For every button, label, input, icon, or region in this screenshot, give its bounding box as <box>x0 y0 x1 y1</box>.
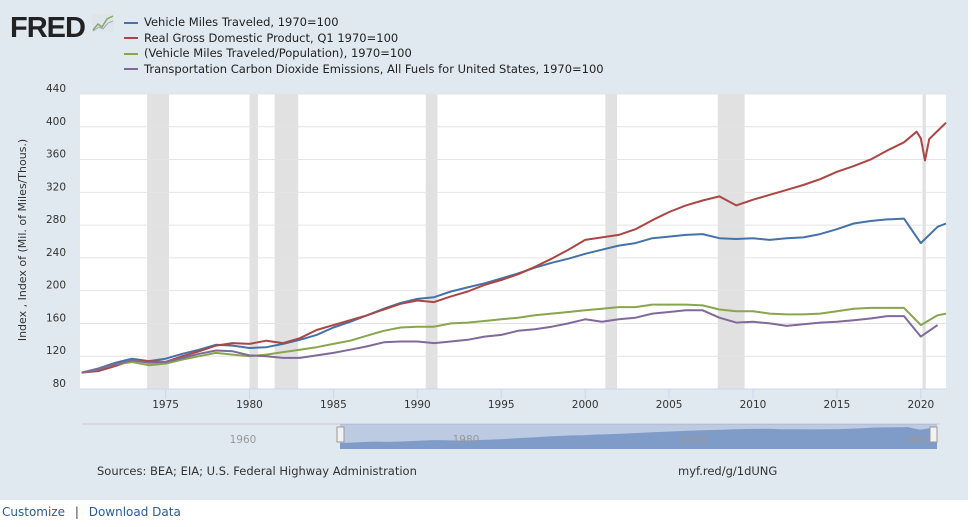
recession-bar <box>425 94 438 389</box>
legend-swatch <box>124 52 138 55</box>
download-data-link[interactable]: Download Data <box>88 505 181 519</box>
x-tick-label: 2000 <box>572 399 599 411</box>
navigator-handle[interactable] <box>336 426 345 443</box>
customize-link[interactable]: Customize <box>2 505 65 519</box>
legend-swatch <box>124 37 138 40</box>
y-tick-label: 280 <box>46 214 66 226</box>
legend-label: Real Gross Domestic Product, Q1 1970=100 <box>144 30 399 45</box>
x-tick-label: 2005 <box>656 399 683 411</box>
y-tick-label: 440 <box>46 83 66 95</box>
series-line-1 <box>81 121 947 374</box>
navigator-label: 2000 <box>680 434 707 446</box>
recession-bar <box>605 94 618 389</box>
legend-swatch <box>124 21 138 24</box>
x-tick-label: 1985 <box>320 399 347 411</box>
navigator-label: 2020 <box>905 434 932 446</box>
legend-item-vmt-per-capita[interactable]: (Vehicle Miles Traveled/Population), 197… <box>124 46 604 62</box>
x-tick-label: 2015 <box>824 399 851 411</box>
chart-logo-icon <box>92 14 114 32</box>
y-tick-label: 360 <box>46 149 66 161</box>
line-chart: Index , Index of (Mil. of Miles/Thous.) … <box>16 83 947 449</box>
navigator-label: 1980 <box>453 434 480 446</box>
separator: | <box>74 505 79 519</box>
legend: Vehicle Miles Traveled, 1970=100 Real Gr… <box>124 15 604 77</box>
y-tick-label: 160 <box>46 312 66 324</box>
x-tick-label: 1995 <box>488 399 515 411</box>
fred-logo[interactable]: FRED <box>10 12 86 44</box>
y-tick-label: 200 <box>46 280 66 292</box>
legend-label: (Vehicle Miles Traveled/Population), 197… <box>144 46 412 60</box>
chart-frame: FRED Vehicle Miles Traveled, 1970=100 Re… <box>0 0 968 500</box>
series-line-2 <box>81 303 947 374</box>
y-tick-label: 120 <box>46 345 66 357</box>
legend-label: Vehicle Miles Traveled, 1970=100 <box>144 15 339 29</box>
legend-swatch <box>124 68 138 71</box>
navigator-series-area <box>340 427 937 449</box>
legend-label: Transportation Carbon Dioxide Emissions,… <box>144 61 604 76</box>
legend-item-gdp[interactable]: Real Gross Domestic Product, Q1 1970=100 <box>124 31 604 47</box>
recession-bar <box>274 94 299 389</box>
y-tick-label: 400 <box>46 116 66 128</box>
recession-bar <box>717 94 745 389</box>
x-tick-label: 1975 <box>152 399 179 411</box>
y-tick-label: 320 <box>46 181 66 193</box>
x-tick-label: 2020 <box>907 399 934 411</box>
recession-bar <box>249 94 258 389</box>
legend-item-co2[interactable]: Transportation Carbon Dioxide Emissions,… <box>124 62 604 78</box>
footer-links: Customize | Download Data <box>2 505 181 519</box>
navigator-handle[interactable] <box>929 426 938 443</box>
y-axis-label: Index , Index of (Mil. of Miles/Thous.) <box>16 139 29 341</box>
x-tick-label: 1980 <box>236 399 263 411</box>
x-tick-label: 1990 <box>404 399 431 411</box>
y-tick-label: 240 <box>46 247 66 259</box>
series-line-3 <box>81 309 939 374</box>
navigator-label: 1960 <box>230 434 257 446</box>
y-tick-label: 80 <box>53 378 66 390</box>
plot-background <box>80 94 946 389</box>
sources-text: Sources: BEA; EIA; U.S. Federal Highway … <box>97 464 417 478</box>
recession-bar <box>922 94 926 389</box>
x-tick-label: 2010 <box>740 399 767 411</box>
legend-item-vmt[interactable]: Vehicle Miles Traveled, 1970=100 <box>124 15 604 31</box>
short-url[interactable]: myf.red/g/1dUNG <box>678 464 778 478</box>
recession-bar <box>147 94 169 389</box>
